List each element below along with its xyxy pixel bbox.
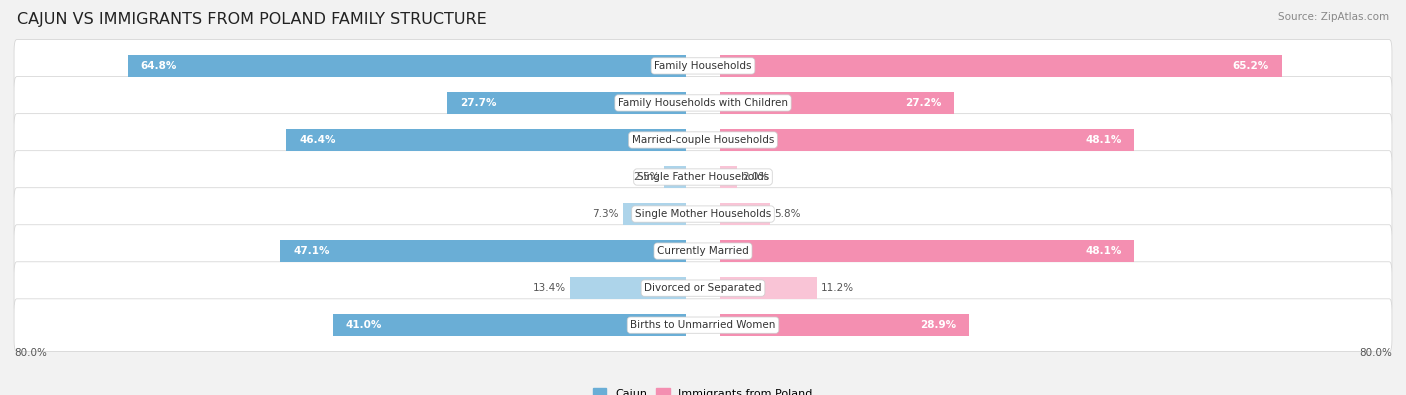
Text: 48.1%: 48.1% [1085, 135, 1122, 145]
FancyBboxPatch shape [14, 151, 1392, 203]
Bar [287, 129, 686, 151]
Bar [447, 92, 686, 114]
Bar [720, 240, 1135, 262]
Bar [720, 92, 955, 114]
FancyBboxPatch shape [14, 114, 1392, 166]
Text: 2.5%: 2.5% [634, 172, 659, 182]
Text: 80.0%: 80.0% [14, 348, 46, 358]
Text: 46.4%: 46.4% [299, 135, 336, 145]
Bar [280, 240, 686, 262]
Bar [720, 277, 817, 299]
Text: Divorced or Separated: Divorced or Separated [644, 283, 762, 293]
Text: Currently Married: Currently Married [657, 246, 749, 256]
Text: 65.2%: 65.2% [1233, 61, 1268, 71]
Text: Family Households with Children: Family Households with Children [619, 98, 787, 108]
Text: 5.8%: 5.8% [775, 209, 801, 219]
Bar [623, 203, 686, 225]
Text: CAJUN VS IMMIGRANTS FROM POLAND FAMILY STRUCTURE: CAJUN VS IMMIGRANTS FROM POLAND FAMILY S… [17, 12, 486, 27]
Bar [571, 277, 686, 299]
FancyBboxPatch shape [14, 225, 1392, 277]
Text: 13.4%: 13.4% [533, 283, 567, 293]
Bar [333, 314, 686, 336]
Text: 27.2%: 27.2% [905, 98, 942, 108]
Bar [720, 166, 738, 188]
Text: 80.0%: 80.0% [1360, 348, 1392, 358]
Text: 64.8%: 64.8% [141, 61, 177, 71]
FancyBboxPatch shape [14, 40, 1392, 92]
Text: 41.0%: 41.0% [346, 320, 382, 330]
Text: Family Households: Family Households [654, 61, 752, 71]
Text: 7.3%: 7.3% [592, 209, 619, 219]
Text: 48.1%: 48.1% [1085, 246, 1122, 256]
Text: Source: ZipAtlas.com: Source: ZipAtlas.com [1278, 12, 1389, 22]
Text: Married-couple Households: Married-couple Households [631, 135, 775, 145]
Text: 2.0%: 2.0% [742, 172, 768, 182]
Bar [720, 314, 969, 336]
Text: Births to Unmarried Women: Births to Unmarried Women [630, 320, 776, 330]
Bar [664, 166, 686, 188]
Text: 27.7%: 27.7% [460, 98, 496, 108]
Bar [720, 55, 1282, 77]
Text: Single Father Households: Single Father Households [637, 172, 769, 182]
Legend: Cajun, Immigrants from Poland: Cajun, Immigrants from Poland [589, 384, 817, 395]
Text: 47.1%: 47.1% [292, 246, 329, 256]
Text: 28.9%: 28.9% [920, 320, 956, 330]
Text: Single Mother Households: Single Mother Households [636, 209, 770, 219]
Bar [720, 129, 1135, 151]
Text: 11.2%: 11.2% [821, 283, 853, 293]
Bar [128, 55, 686, 77]
FancyBboxPatch shape [14, 188, 1392, 240]
FancyBboxPatch shape [14, 77, 1392, 129]
FancyBboxPatch shape [14, 299, 1392, 352]
FancyBboxPatch shape [14, 262, 1392, 314]
Bar [720, 203, 770, 225]
